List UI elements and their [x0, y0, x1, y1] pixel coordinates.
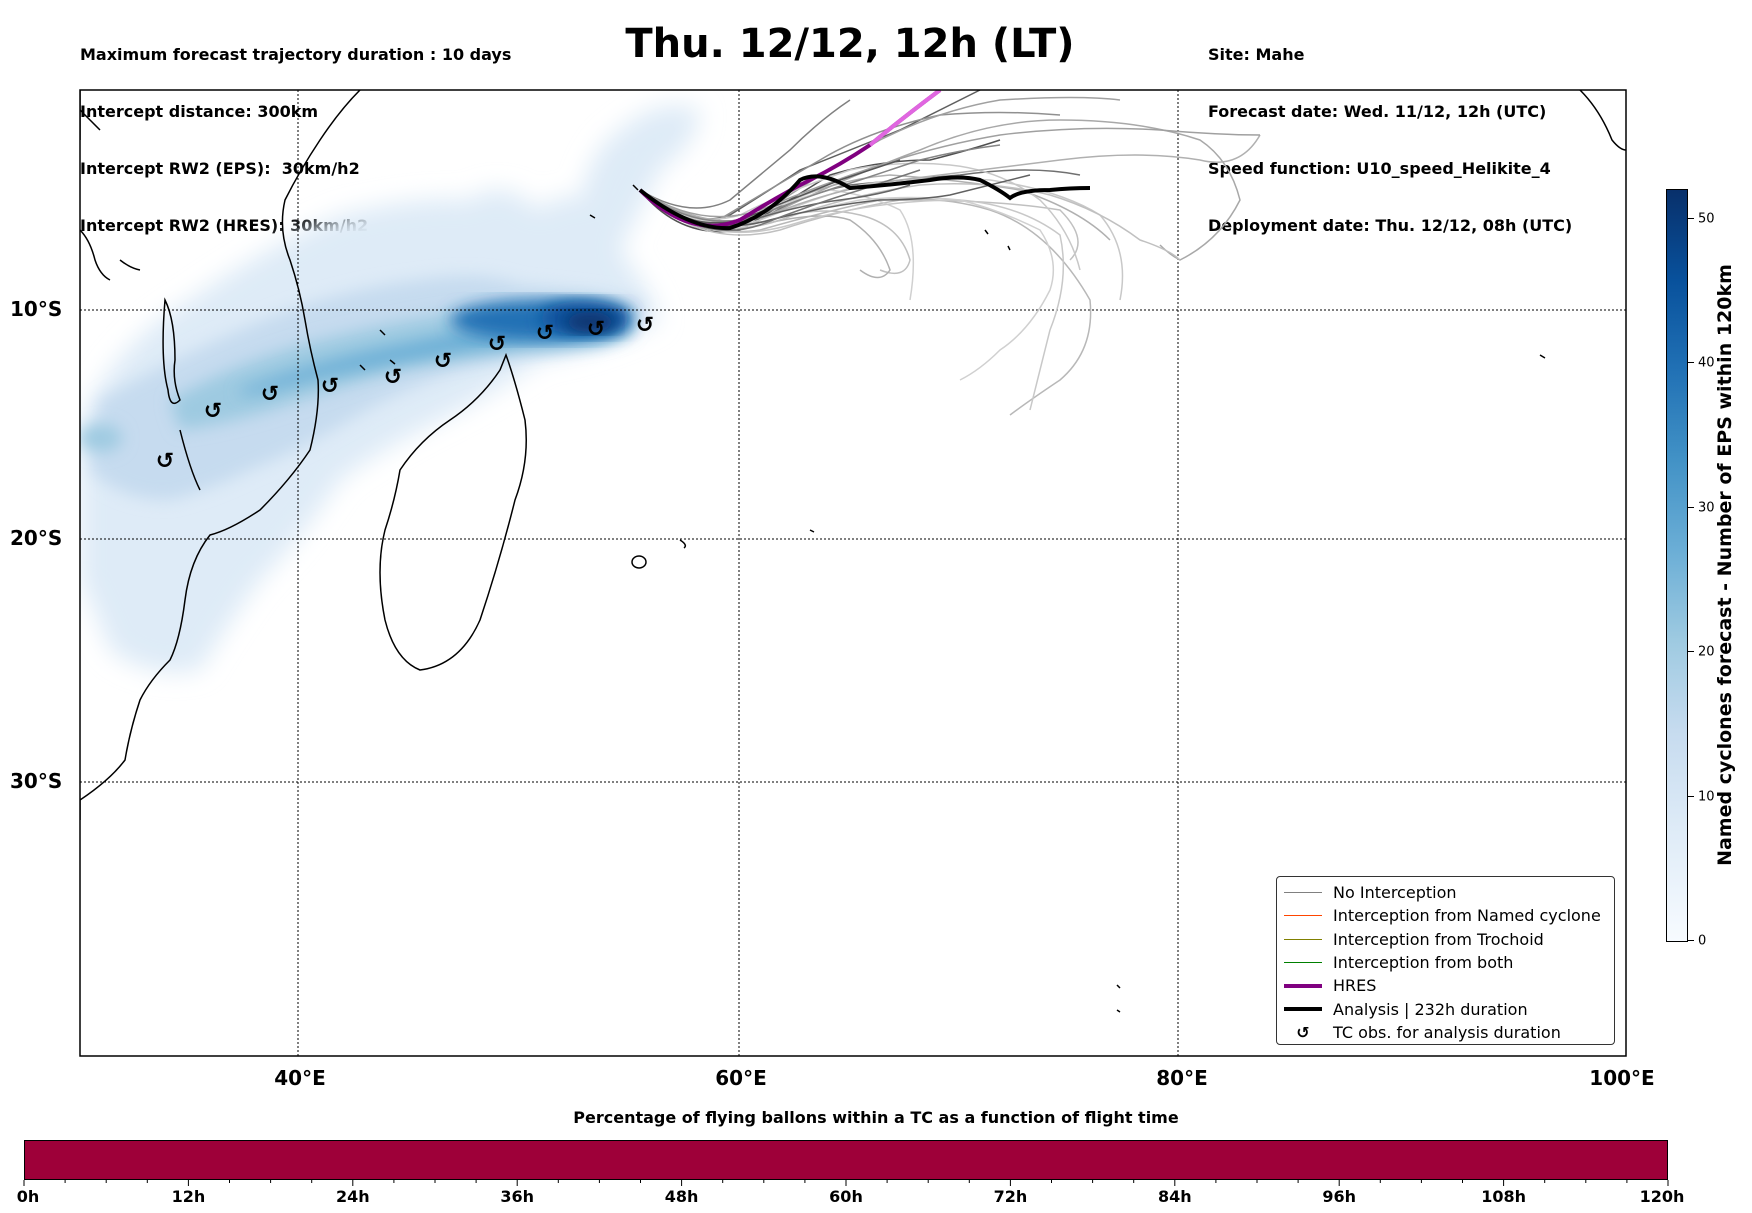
bottom-bar-tick-label: 24h	[335, 1187, 370, 1206]
header-left-line: Intercept RW2 (EPS): 30km/h2	[80, 159, 360, 178]
line-swatch-icon	[1284, 1007, 1322, 1012]
colorbar-tick-label: 50	[1698, 211, 1715, 227]
legend-item: HRES	[1277, 974, 1614, 997]
legend-label: HRES	[1333, 976, 1377, 996]
header-right-info: Site: Mahe Forecast date: Wed. 11/12, 12…	[1208, 7, 1572, 254]
line-swatch-icon	[1284, 938, 1322, 940]
bottom-bar-tick-label: 36h	[500, 1187, 535, 1206]
bottom-bar-tick-label: 108h	[1481, 1187, 1526, 1206]
tropical-cyclone-icon: ↺	[636, 313, 654, 338]
eps-density-shading	[80, 105, 700, 673]
legend-label: Interception from Trochoid	[1333, 929, 1544, 949]
header-right-line: Deployment date: Thu. 12/12, 08h (UTC)	[1208, 216, 1573, 235]
map-legend: No Interception Interception from Named …	[1276, 876, 1615, 1045]
header-left-line: Maximum forecast trajectory duration : 1…	[80, 45, 512, 64]
bottom-bar-tick-label: 60h	[829, 1187, 863, 1206]
legend-label: No Interception	[1333, 883, 1457, 903]
legend-item: Analysis | 232h duration	[1277, 997, 1614, 1020]
coastlines	[80, 90, 1626, 1013]
legend-item: ↺ TC obs. for analysis duration	[1277, 1021, 1614, 1044]
colorbar-tick	[1688, 507, 1694, 508]
colorbar-tick	[1688, 940, 1694, 941]
legend-label: TC obs. for analysis duration	[1333, 1022, 1561, 1042]
header-right-line: Forecast date: Wed. 11/12, 12h (UTC)	[1208, 102, 1547, 121]
header-left-info: Maximum forecast trajectory duration : 1…	[80, 7, 511, 254]
tropical-cyclone-icon: ↺	[1296, 1022, 1310, 1042]
lon-label: 100°E	[1589, 1066, 1655, 1090]
colorbar-tick	[1688, 362, 1694, 363]
legend-label: Interception from both	[1333, 953, 1514, 973]
lat-label: 20°S	[10, 526, 63, 550]
header-left-line: Intercept distance: 300km	[80, 102, 319, 121]
tropical-cyclone-icon: ↺	[434, 349, 452, 374]
bottom-bar-tick-label: 84h	[1157, 1187, 1192, 1206]
header-right-line: Speed function: U10_speed_Helikite_4	[1208, 159, 1551, 178]
tropical-cyclone-icon: ↺	[321, 374, 339, 399]
tc-obs-markers: ↺ ↺ ↺ ↺ ↺ ↺ ↺ ↺ ↺ ↺	[156, 313, 654, 474]
bottom-bar-tick-label: 72h	[993, 1187, 1028, 1206]
tropical-cyclone-icon: ↺	[384, 365, 402, 390]
colorbar-tick-label: 0	[1698, 933, 1707, 949]
tropical-cyclone-icon: ↺	[488, 332, 506, 357]
map-frame	[79, 89, 1627, 1057]
bottom-bar-tick-label: 0h	[16, 1187, 40, 1206]
bottom-bar-title: Percentage of flying ballons within a TC…	[573, 1108, 1179, 1127]
lon-label: 40°E	[274, 1066, 326, 1090]
legend-label: Interception from Named cyclone	[1333, 906, 1601, 926]
map-content: ↺ ↺ ↺ ↺ ↺ ↺ ↺ ↺ ↺ ↺	[80, 90, 1626, 1056]
bottom-bar-tick-label: 120h	[1639, 1187, 1685, 1206]
colorbar-tick-label: 10	[1698, 789, 1715, 805]
map-title: Thu. 12/12, 12h (LT)	[625, 21, 1075, 67]
analysis-trajectory	[638, 174, 1091, 231]
colorbar-tick	[1688, 218, 1694, 219]
line-swatch-icon	[1284, 962, 1322, 964]
legend-item: Interception from Named cyclone	[1277, 904, 1614, 927]
hres-trajectory-late	[868, 90, 942, 147]
line-swatch-icon	[1284, 983, 1322, 988]
legend-item: Interception from Trochoid	[1277, 928, 1614, 951]
legend-item: Interception from both	[1277, 951, 1614, 974]
eps-trajectories	[639, 90, 1261, 416]
bottom-bar-tick-label: 96h	[1322, 1187, 1357, 1206]
bottom-bar-tick-label: 12h	[171, 1187, 206, 1206]
tropical-cyclone-icon: ↺	[261, 382, 279, 407]
tropical-cyclone-icon: ↺	[156, 449, 174, 474]
tropical-cyclone-icon: ↺	[536, 321, 554, 346]
line-swatch-icon	[1284, 892, 1322, 894]
graticule	[80, 90, 1626, 1056]
colorbar	[1666, 189, 1688, 942]
header-right-line: Site: Mahe	[1208, 45, 1305, 64]
lat-label: 30°S	[10, 769, 63, 793]
bottom-bar-tick-label: 48h	[664, 1187, 699, 1206]
line-swatch-icon	[1284, 915, 1322, 917]
lon-label: 80°E	[1156, 1066, 1208, 1090]
flight-time-bar	[24, 1140, 1668, 1180]
lat-label: 10°S	[10, 297, 63, 321]
lon-label: 60°E	[715, 1066, 767, 1090]
colorbar-tick	[1688, 796, 1694, 797]
colorbar-tick-label: 30	[1698, 500, 1715, 516]
colorbar-title-text: Named cyclones forecast - Number of EPS …	[1714, 264, 1736, 866]
tropical-cyclone-icon: ↺	[204, 399, 222, 424]
legend-label: Analysis | 232h duration	[1333, 999, 1528, 1019]
tropical-cyclone-icon: ↺	[587, 317, 605, 342]
legend-item: No Interception	[1277, 881, 1614, 904]
colorbar-tick-label: 40	[1698, 355, 1715, 371]
colorbar-tick-label: 20	[1698, 644, 1715, 660]
colorbar-tick	[1688, 651, 1694, 652]
